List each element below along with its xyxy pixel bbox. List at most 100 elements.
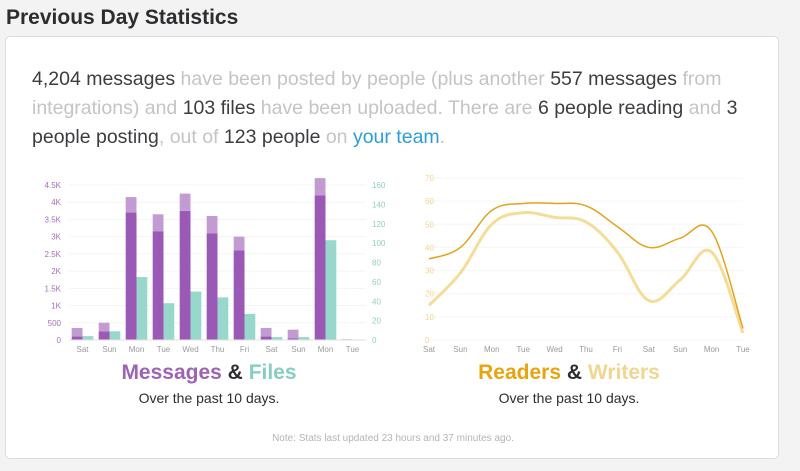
x-tick-label: Tue <box>516 345 530 354</box>
summary-text-part: and <box>683 97 727 119</box>
x-tick-label: Sun <box>673 345 687 354</box>
y-tick-label: 20 <box>425 290 434 299</box>
title-ampersand: & <box>561 361 588 384</box>
x-tick-label: Fri <box>613 345 623 354</box>
y-right-tick-label: 20 <box>372 317 381 326</box>
messages-bar-upper <box>152 214 164 232</box>
messages-bar-upper <box>314 178 326 196</box>
summary-text-part: . <box>439 126 446 148</box>
x-tick-label: Sat <box>76 345 89 354</box>
summary-text-part: from integrations) and <box>32 68 722 119</box>
messages-bar-upper <box>125 197 137 213</box>
messages-bar-upper <box>233 236 245 251</box>
y-tick-label: 30 <box>425 267 434 276</box>
writers-line <box>427 210 745 334</box>
readers-title-word: Readers <box>478 361 562 384</box>
integration-messages-count: 557 messages <box>550 68 678 90</box>
y-tick-label: 40 <box>425 243 434 252</box>
stats-card: 4,204 messages have been posted by peopl… <box>5 36 779 459</box>
y-right-tick-label: 120 <box>372 220 386 229</box>
x-tick-label: Wed <box>546 345 562 354</box>
messages-bar <box>260 336 272 340</box>
y-tick-label: 10 <box>425 313 434 322</box>
files-bar <box>136 277 148 340</box>
readers-line <box>428 202 744 329</box>
messages-bar-upper <box>98 322 110 332</box>
summary-text-part: have been posted by people (plus another <box>175 68 551 90</box>
files-bar <box>163 303 175 340</box>
messages-bar <box>71 336 83 340</box>
messages-bar <box>314 195 326 340</box>
y-left-tick-label: 3K <box>51 233 61 242</box>
x-tick-label: Thu <box>211 345 225 354</box>
y-tick-label: 0 <box>425 336 430 345</box>
y-right-tick-label: 0 <box>372 336 377 345</box>
y-tick-label: 50 <box>425 220 434 229</box>
files-bar <box>271 337 283 340</box>
files-bar <box>109 331 121 340</box>
x-tick-label: Sun <box>453 345 467 354</box>
files-bar <box>217 297 229 340</box>
messages-bar <box>125 212 137 340</box>
title-ampersand: & <box>221 361 249 384</box>
readers-writers-subtitle: Over the past 10 days. <box>498 390 640 406</box>
x-tick-label: Sun <box>291 345 305 354</box>
messages-count: 4,204 messages <box>32 68 176 90</box>
y-left-tick-label: 0 <box>57 336 62 345</box>
files-count: 103 files <box>182 97 256 119</box>
files-title-word: Files <box>248 361 297 384</box>
x-tick-label: Mon <box>704 345 720 354</box>
x-tick-label: Thu <box>579 345 593 354</box>
summary-text: 4,204 messages have been posted by peopl… <box>32 65 752 152</box>
messages-files-caption: Messages & Files Over the past 10 days. <box>89 361 329 406</box>
x-tick-label: Sat <box>265 345 278 354</box>
x-tick-label: Tue <box>736 345 750 354</box>
y-left-tick-label: 1.5K <box>45 284 62 293</box>
y-left-tick-label: 1K <box>51 302 61 311</box>
y-right-tick-label: 60 <box>372 278 381 287</box>
stats-update-note: Note: Stats last updated 23 hours and 37… <box>272 433 514 444</box>
y-left-tick-label: 4K <box>51 198 61 207</box>
x-tick-label: Fri <box>240 345 250 354</box>
y-tick-label: 70 <box>425 174 434 183</box>
messages-bar-upper <box>179 193 191 211</box>
x-tick-label: Wed <box>182 345 198 354</box>
messages-bar-upper <box>206 216 218 234</box>
files-bar <box>82 336 94 340</box>
writers-title-word: Writers <box>587 361 660 384</box>
x-tick-label: Sat <box>423 345 436 354</box>
messages-files-chart: 0 500 1K 1.5K 2K 2.5K 3K 3.5K 4K 4.5K 0 20 40 60 80 100… <box>45 178 386 354</box>
page-title: Previous Day Statistics <box>6 6 239 29</box>
summary-text-part: have been uploaded. There are <box>255 97 538 119</box>
posters-count: 3 people posting <box>32 97 738 148</box>
y-left-tick-label: 4.5K <box>45 181 62 190</box>
files-bar <box>325 240 337 340</box>
messages-files-subtitle: Over the past 10 days. <box>138 390 280 406</box>
readers-writers-caption: Readers & Writers Over the past 10 days. <box>449 361 689 406</box>
y-right-tick-label: 100 <box>372 239 386 248</box>
y-tick-label: 60 <box>425 197 434 206</box>
messages-bar <box>98 331 110 340</box>
messages-bar <box>152 231 164 340</box>
x-tick-label: Tue <box>346 345 360 354</box>
messages-bar <box>206 233 218 340</box>
y-left-tick-label: 2K <box>51 267 61 276</box>
readers-writers-chart: 0 10 20 30 40 50 60 70 Sat Sun Mon Tue Wed Thu Fri Sat S… <box>423 174 750 354</box>
y-right-tick-label: 140 <box>372 200 386 209</box>
x-tick-label: Sat <box>643 345 656 354</box>
messages-bar <box>287 338 299 340</box>
readers-writers-title: Readers & Writers <box>449 361 689 385</box>
readers-count: 6 people reading <box>537 97 684 119</box>
y-left-tick-label: 2.5K <box>45 250 62 259</box>
messages-bar-upper <box>287 329 299 339</box>
x-tick-label: Mon <box>484 345 500 354</box>
files-bar <box>244 313 256 340</box>
files-bar <box>298 337 310 340</box>
y-right-tick-label: 80 <box>372 259 381 268</box>
messages-bar <box>233 250 245 340</box>
x-tick-label: Tue <box>157 345 171 354</box>
y-left-tick-label: 3.5K <box>45 215 62 224</box>
your-team-link[interactable]: your team <box>352 126 440 148</box>
x-tick-label: Sun <box>102 345 116 354</box>
y-right-tick-label: 40 <box>372 297 381 306</box>
